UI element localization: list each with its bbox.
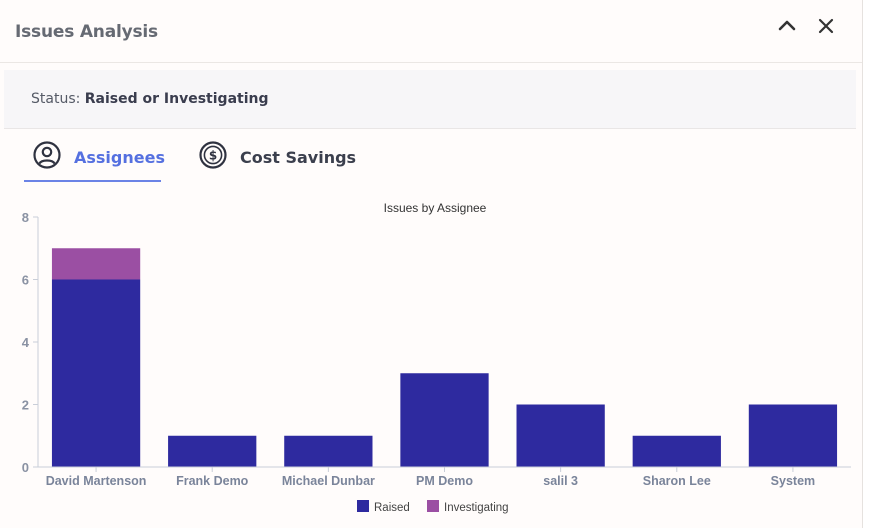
x-tick-label: Sharon Lee xyxy=(643,474,711,488)
legend-swatch-investigating[interactable] xyxy=(427,500,439,512)
bar-raised[interactable] xyxy=(51,279,141,468)
status-label: Status: xyxy=(31,91,81,107)
bar-raised[interactable] xyxy=(748,404,838,468)
bar-raised[interactable] xyxy=(284,435,373,467)
issues-by-assignee-chart: Issues by Assignee 0 2 4 6 8 David Martenson… xyxy=(22,201,851,514)
y-tick-label: 8 xyxy=(22,210,29,225)
chart-title: Issues by Assignee xyxy=(384,201,487,215)
x-tick-label: David Martenson xyxy=(46,474,147,488)
bar-raised[interactable] xyxy=(516,404,605,468)
tab-assignees-label: Assignees xyxy=(74,148,165,167)
x-axis: David Martenson Frank Demo Michael Dunbar P… xyxy=(38,466,851,488)
y-tick-label: 2 xyxy=(22,398,29,413)
close-icon xyxy=(818,18,834,34)
bar-raised[interactable] xyxy=(168,435,257,467)
status-filter: Status: Raised or Investigating xyxy=(31,91,269,107)
bar-investigating[interactable] xyxy=(51,248,141,280)
bar-raised[interactable] xyxy=(400,373,489,467)
legend-label-raised[interactable]: Raised xyxy=(374,502,410,514)
collapse-button[interactable] xyxy=(775,14,799,38)
x-tick-label: Frank Demo xyxy=(176,474,249,488)
panel-title: Issues Analysis xyxy=(15,22,158,42)
y-tick-label: 4 xyxy=(22,335,30,350)
x-tick-label: Michael Dunbar xyxy=(282,474,375,488)
legend-label-investigating[interactable]: Investigating xyxy=(444,502,509,514)
status-value: Raised or Investigating xyxy=(84,91,269,107)
tab-cost-savings[interactable]: $ Cost Savings xyxy=(198,140,356,182)
x-tick-label: PM Demo xyxy=(416,474,473,488)
user-circle-icon xyxy=(33,141,61,169)
bar-raised[interactable] xyxy=(632,435,721,467)
legend-swatch-raised[interactable] xyxy=(357,500,369,512)
active-tab-indicator xyxy=(24,180,161,182)
y-tick-label: 0 xyxy=(22,460,29,475)
tab-assignees[interactable]: Assignees xyxy=(32,140,165,182)
chart-legend: Raised Investigating xyxy=(357,500,509,514)
y-axis: 0 2 4 6 8 xyxy=(22,210,39,475)
chart-bars xyxy=(51,248,838,468)
svg-text:$: $ xyxy=(209,149,217,163)
close-button[interactable] xyxy=(814,14,838,38)
chevron-up-icon xyxy=(778,20,796,31)
panel-header: Issues Analysis xyxy=(0,0,862,63)
x-tick-label: System xyxy=(771,474,815,488)
status-filter-bar: Status: Raised or Investigating xyxy=(4,70,856,129)
y-tick-label: 6 xyxy=(22,273,29,288)
dollar-circle-icon: $ xyxy=(199,141,227,169)
x-tick-label: salil 3 xyxy=(543,474,578,488)
tab-cost-savings-label: Cost Savings xyxy=(240,148,357,167)
